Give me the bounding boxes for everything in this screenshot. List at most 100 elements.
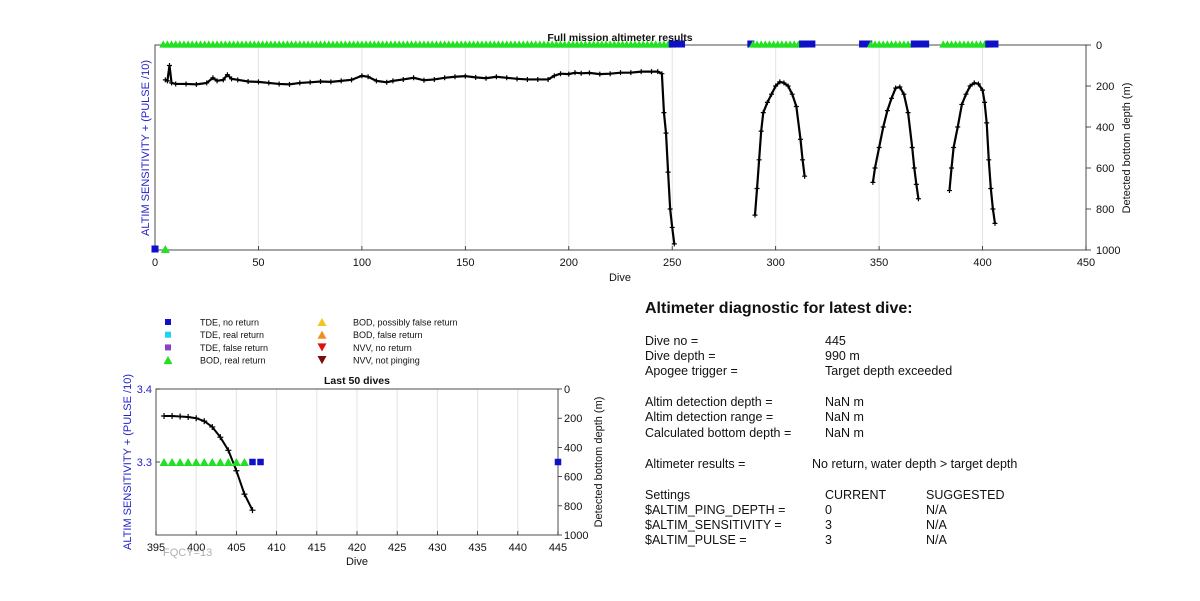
depth-point: [638, 69, 644, 75]
bottom-chart-title: Last 50 dives: [324, 375, 390, 387]
legend-swatch: [317, 317, 327, 327]
depth-point: [982, 99, 988, 105]
depth-point: [229, 76, 235, 82]
legend-label: TDE, no return: [200, 318, 259, 328]
apogee-trigger-value: Target depth exceeded: [825, 364, 953, 378]
depth-point: [597, 71, 603, 77]
marker-bod-real-return: [231, 457, 241, 467]
legend-label: BOD, real return: [200, 356, 266, 366]
bottom-y2-tick-label: 600: [564, 472, 582, 484]
top-x-tick-label: 300: [766, 257, 784, 269]
depth-point: [793, 104, 799, 109]
depth-point: [390, 78, 396, 84]
marker-tde-no-return: [249, 458, 256, 466]
bottom-x-tick-label: 410: [267, 542, 285, 554]
setting-pulse-current: 3: [825, 533, 832, 547]
top-y2-tick-label: 0: [1096, 40, 1102, 52]
depth-point: [164, 78, 170, 84]
depth-point: [201, 418, 208, 425]
marker-bod-real-return: [207, 457, 217, 467]
depth-point: [204, 80, 210, 86]
top-chart-title: Full mission altimeter results: [547, 32, 692, 44]
depth-point: [607, 71, 613, 77]
depth-point: [166, 63, 172, 68]
altim-detection-depth-value: NaN m: [825, 395, 864, 409]
legend-label: TDE, real return: [200, 330, 264, 340]
depth-point: [777, 79, 783, 85]
top-y2-tick-label: 200: [1096, 81, 1114, 93]
legend-label: NVV, no return: [353, 343, 412, 353]
bottom-x-tick-label: 435: [468, 542, 486, 554]
bottom-x-tick-label: 415: [308, 542, 326, 554]
bottom-x-tick-label: 445: [549, 542, 567, 554]
depth-point: [535, 76, 541, 82]
depth-point: [255, 79, 261, 85]
bottom-grid: [195, 389, 519, 535]
depth-line: [164, 65, 676, 244]
marker-bod-real-return: [199, 457, 209, 467]
bottom-x-tick-label: 405: [227, 542, 245, 554]
full-mission-chart: 0 50 100 150 200 250 300 350 400 450 0 200 400 600 80…: [140, 32, 1133, 284]
bottom-x-tick-label: 400: [187, 542, 205, 554]
top-x-tick-label: 200: [560, 257, 578, 269]
bottom-y2-ticks: 0 200 400 600 800 1000: [558, 384, 588, 542]
depth-point: [266, 80, 272, 86]
depth-point: [802, 173, 808, 179]
depth-point: [889, 95, 895, 101]
depth-point: [235, 77, 241, 83]
depth-point: [183, 81, 189, 87]
setting-sensitivity-label: $ALTIM_SENSITIVITY =: [645, 518, 782, 532]
calculated-bottom-depth-value: NaN m: [825, 426, 864, 440]
depth-point: [578, 70, 584, 76]
depth-point: [797, 136, 803, 142]
setting-sensitivity-current: 3: [825, 518, 832, 532]
depth-point: [893, 85, 899, 91]
bottom-y2-tick-label: 400: [564, 442, 582, 454]
depth-point: [901, 91, 907, 97]
depth-point: [210, 75, 216, 81]
depth-point: [297, 80, 303, 86]
bottom-depth-series: [161, 413, 256, 514]
depth-point: [431, 76, 437, 82]
depth-point: [789, 91, 795, 97]
top-y-axis-label: ALTIM SENSITIVITY + (PULSE /10): [140, 60, 152, 236]
depth-point: [442, 75, 448, 81]
depth-point: [462, 73, 468, 79]
depth-point: [800, 157, 806, 163]
depth-point: [971, 80, 977, 86]
depth-point: [566, 71, 572, 77]
depth-line: [948, 81, 997, 224]
altim-detection-range-label: Altim detection range =: [645, 410, 774, 424]
band-marker-tde-no-return: [865, 40, 873, 48]
legend-label: BOD, false return: [353, 330, 423, 340]
dive-no-value: 445: [825, 334, 846, 348]
top-marker-band: [159, 40, 999, 48]
depth-point: [545, 76, 551, 82]
top-plot-frame: [154, 44, 1087, 251]
top-x-tick-label: 0: [152, 257, 158, 269]
depth-point: [773, 83, 779, 89]
depth-point: [628, 70, 634, 76]
depth-point: [897, 84, 903, 90]
depth-point: [217, 434, 224, 441]
bottom-x-tick-label: 395: [147, 542, 165, 554]
depth-point: [949, 165, 955, 171]
depth-point: [328, 79, 334, 85]
top-y2-ticks: 0 200 400 600 800 1000: [1086, 40, 1120, 257]
marker-bod-real-return: [183, 457, 193, 467]
marker-bod-real-return: [239, 457, 249, 467]
legend-label: TDE, false return: [200, 343, 268, 353]
depth-point: [618, 70, 623, 76]
top-x-tick-label: 450: [1077, 257, 1095, 269]
top-depth-series: [162, 63, 998, 247]
altimeter-results-label: Altimeter results =: [645, 457, 746, 471]
marker-tde-no-return: [257, 458, 264, 466]
depth-point: [365, 74, 371, 80]
depth-point: [411, 75, 417, 81]
depth-point: [225, 447, 232, 454]
depth-point: [173, 81, 179, 87]
depth-point: [913, 181, 919, 187]
depth-point: [781, 80, 787, 86]
depth-point: [241, 491, 248, 498]
altim-detection-range-value: NaN m: [825, 410, 864, 424]
